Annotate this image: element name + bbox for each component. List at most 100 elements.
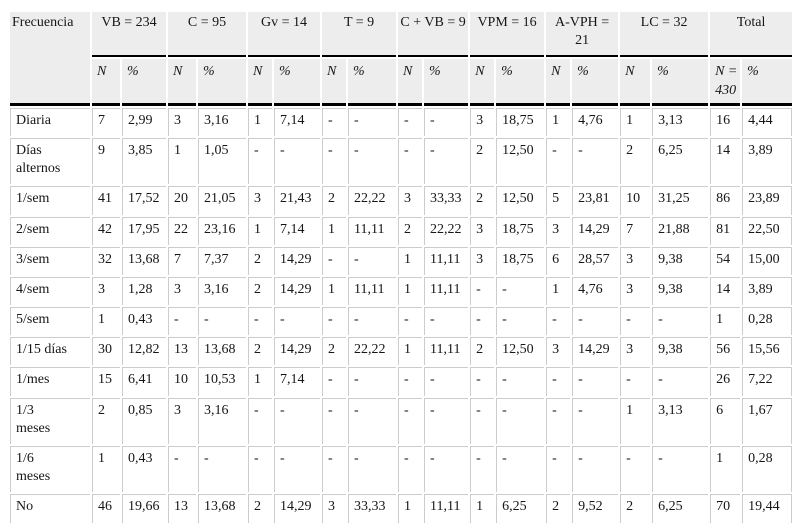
table-cell: 2,99 xyxy=(122,107,166,136)
table-cell: - xyxy=(424,137,469,185)
row-label: 1/15 días xyxy=(10,337,90,366)
table-cell: - xyxy=(470,307,495,336)
table-cell: - xyxy=(348,107,397,136)
row-label: 4/sem xyxy=(10,276,90,306)
table-cell: 14 xyxy=(710,276,741,306)
table-row: 3/sem 32 13,68 7 7,37 2 14,29- -1 11,11 3 18,75 6 28… xyxy=(10,246,793,275)
table-cell: - xyxy=(572,137,619,185)
table-cell: 2 xyxy=(470,137,495,185)
table-cell: 19,66 xyxy=(122,494,166,523)
table-cell: - xyxy=(470,397,495,444)
table-row: Días alternos 9 3,85 1 1,05- - - - - -2 12,50- -2 6,… xyxy=(10,137,793,185)
table-cell: - xyxy=(398,446,423,493)
table-cell: 3,85 xyxy=(122,137,166,185)
table-cell: 3,13 xyxy=(652,397,709,444)
table-cell: 14 xyxy=(710,137,741,185)
column-subheader: % xyxy=(122,59,166,106)
table-cell: - xyxy=(198,446,247,493)
table-cell: 1 xyxy=(546,107,571,136)
table-cell: - xyxy=(572,397,619,444)
table-row: 1/mes 15 6,41 10 10,53 1 7,14- - - - - - - - - -26 7,22 xyxy=(10,367,793,396)
table-row: 5/sem 1 0,43- - - - - - - - - - - - - -1 0,28 xyxy=(10,307,793,336)
table-cell: 23,89 xyxy=(742,186,793,215)
table-cell: 23,16 xyxy=(198,216,247,245)
column-group-header: A-VPH = 21 xyxy=(546,12,619,58)
table-cell: - xyxy=(496,276,545,306)
table-cell: - xyxy=(322,397,347,444)
table-cell: 18,75 xyxy=(496,216,545,245)
table-cell: - xyxy=(322,367,347,396)
table-cell: - xyxy=(348,246,397,275)
table-cell: 33,33 xyxy=(348,494,397,523)
table-cell: 6 xyxy=(546,246,571,275)
table-cell: 18,75 xyxy=(496,246,545,275)
table-cell: - xyxy=(620,307,651,336)
table-cell: 3 xyxy=(92,276,120,306)
table-cell: 13,68 xyxy=(122,246,166,275)
table-cell: 54 xyxy=(710,246,741,275)
table-cell: 1,67 xyxy=(742,397,793,444)
table-cell: 1 xyxy=(620,397,651,444)
table-cell: 13,68 xyxy=(198,494,247,523)
table-cell: 22,22 xyxy=(424,216,469,245)
column-header-frecuencia: Frecuencia xyxy=(10,12,90,106)
table-cell: 2 xyxy=(546,494,571,523)
table-cell: 1 xyxy=(398,494,423,523)
table-cell: 22 xyxy=(168,216,196,245)
table-cell: 20 xyxy=(168,186,196,215)
table-cell: 9,38 xyxy=(652,337,709,366)
table-cell: 0,43 xyxy=(122,307,166,336)
table-cell: 12,50 xyxy=(496,186,545,215)
table-cell: 0,28 xyxy=(742,446,793,493)
column-subheader: N xyxy=(398,59,423,106)
table-cell: - xyxy=(274,307,321,336)
header-sub-row: N% N% N% N% N% N% N% N% N = 430% xyxy=(10,59,793,106)
table-cell: 3 xyxy=(398,186,423,215)
table-cell: 33,33 xyxy=(424,186,469,215)
table-cell: 10 xyxy=(168,367,196,396)
table-cell: 3 xyxy=(248,186,273,215)
column-group-header: VPM = 16 xyxy=(470,12,545,58)
table-cell: 2 xyxy=(248,246,273,275)
table-cell: 46 xyxy=(92,494,120,523)
table-cell: 7,37 xyxy=(198,246,247,275)
column-subheader: N xyxy=(168,59,196,106)
table-row: 4/sem 3 1,28 3 3,16 2 14,29 1 11,11 1 11,11- -1 4,76… xyxy=(10,276,793,306)
table-cell: 3 xyxy=(546,337,571,366)
table-cell: 15 xyxy=(92,367,120,396)
table-cell: 70 xyxy=(710,494,741,523)
row-label: 1/mes xyxy=(10,367,90,396)
table-cell: 13 xyxy=(168,337,196,366)
table-cell: 0,28 xyxy=(742,307,793,336)
table-cell: 86 xyxy=(710,186,741,215)
table-cell: - xyxy=(424,107,469,136)
table-cell: 11,11 xyxy=(348,216,397,245)
table-cell: 14,29 xyxy=(274,494,321,523)
table-cell: 14,29 xyxy=(572,216,619,245)
table-cell: - xyxy=(424,367,469,396)
table-cell: - xyxy=(322,446,347,493)
table-cell: 2 xyxy=(470,186,495,215)
table-cell: 21,43 xyxy=(274,186,321,215)
table-cell: 11,11 xyxy=(424,494,469,523)
column-subheader: N xyxy=(546,59,571,106)
table-cell: - xyxy=(398,107,423,136)
table-cell: 0,43 xyxy=(122,446,166,493)
table-cell: 3 xyxy=(620,337,651,366)
table-cell: 11,11 xyxy=(424,276,469,306)
table-cell: - xyxy=(620,367,651,396)
table-cell: 7,14 xyxy=(274,216,321,245)
table-cell: - xyxy=(348,446,397,493)
table-cell: 21,88 xyxy=(652,216,709,245)
table-cell: 4,76 xyxy=(572,276,619,306)
table-cell: 16 xyxy=(710,107,741,136)
table-cell: 22,50 xyxy=(742,216,793,245)
table-cell: - xyxy=(398,307,423,336)
table-row: 1/15 días 30 12,82 13 13,68 2 14,29 2 22,22 1 11,1… xyxy=(10,337,793,366)
column-group-header: Gv = 14 xyxy=(248,12,321,58)
column-subheader: N xyxy=(248,59,273,106)
table-cell: 2 xyxy=(398,216,423,245)
table-cell: - xyxy=(398,367,423,396)
table-cell: - xyxy=(198,307,247,336)
table-cell: - xyxy=(424,446,469,493)
